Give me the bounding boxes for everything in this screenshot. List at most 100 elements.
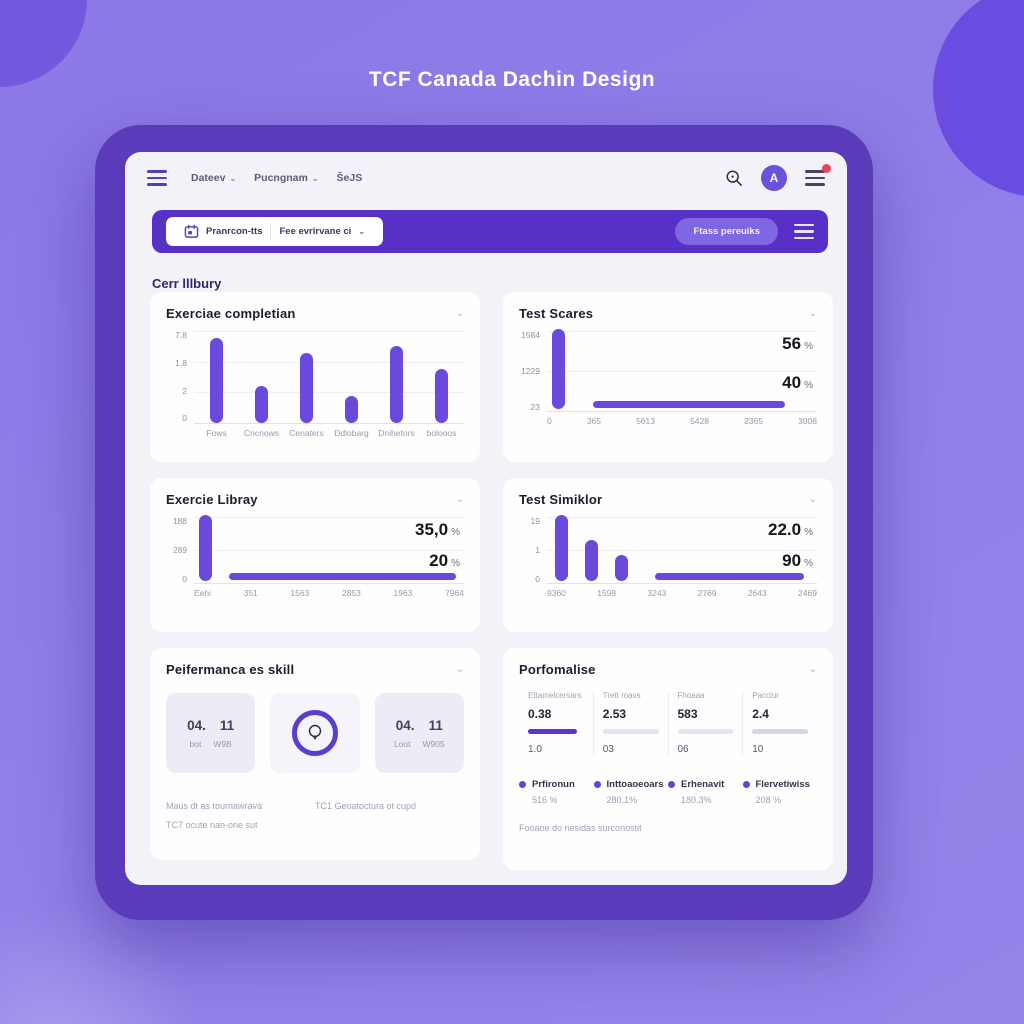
- gridline: [194, 392, 464, 394]
- primary-action-button[interactable]: Ftass pereuiks: [675, 218, 778, 245]
- callout-value: 56%: [782, 334, 813, 354]
- stat-value: 2.53: [602, 707, 627, 721]
- nav-label: ŠeJS: [336, 172, 363, 184]
- skill-value: 04.: [395, 717, 415, 733]
- x-tick-label: 2769: [697, 588, 717, 598]
- date-filter-label: Pranrcon-tts: [206, 226, 263, 237]
- stat-column: Ettamelcersars 0.38 1.0: [519, 691, 593, 755]
- x-tick-label: 7964: [445, 588, 464, 598]
- legend-label: Erhenavit: [681, 779, 725, 790]
- nav-item-dateev[interactable]: Dateev ⌄: [191, 172, 236, 184]
- x-tick-label: 9360: [547, 588, 566, 598]
- chart-bar: [555, 515, 569, 581]
- chevron-down-icon[interactable]: ⌄: [455, 308, 464, 319]
- legend-value: 516 %: [532, 795, 558, 805]
- axis-baseline: [194, 423, 464, 424]
- y-tick-label: 1.8: [175, 357, 187, 368]
- notification-dot: [822, 164, 831, 174]
- chart-bar: [435, 368, 448, 423]
- chevron-down-icon[interactable]: ⌄: [455, 664, 464, 675]
- skill-value: 11: [219, 717, 235, 733]
- stat-bottom-value: 03: [602, 744, 614, 755]
- legend-item: Flervetiwiss 208 %: [742, 779, 818, 805]
- dashboard-frame: Dateev ⌄ Pucngnam ⌄ ŠeJS A: [95, 125, 873, 920]
- callout-value: 20%: [429, 551, 460, 571]
- gridline: [547, 550, 817, 551]
- skill-card-icon[interactable]: [270, 693, 360, 773]
- section-title: Cerr lllbury: [152, 276, 222, 291]
- x-tick-label: 5428: [690, 416, 709, 426]
- menu-icon[interactable]: [147, 170, 167, 186]
- x-tick-label: 351: [243, 588, 258, 598]
- stat-label: Pacciur: [752, 691, 779, 700]
- chevron-down-icon[interactable]: ⌄: [808, 494, 817, 505]
- filter-toolbar: Pranrcon-tts Fee evrirvane ci ⌄ Ftass pe…: [152, 210, 828, 253]
- avatar[interactable]: A: [761, 165, 787, 191]
- chart-bar: [210, 338, 223, 423]
- y-axis: 1584 1229 23: [519, 331, 547, 411]
- plot-area: 56% 40%: [547, 329, 817, 412]
- x-tick-label: 0: [547, 416, 552, 426]
- callout-unit: %: [804, 379, 813, 391]
- y-tick-label: 0: [182, 573, 187, 584]
- stat-column: Trett roavs 2.53 03: [592, 691, 668, 755]
- x-tick-label: 3243: [647, 588, 667, 598]
- stat-value: 2.4: [752, 707, 769, 721]
- x-tick-label: 3008: [798, 416, 817, 426]
- nav-item-sejs[interactable]: ŠeJS: [337, 172, 363, 184]
- stat-value: 583: [677, 707, 698, 721]
- legend-item: Inttoaoeoars 280.1%: [593, 779, 669, 805]
- callout-value: 35,0%: [415, 519, 460, 539]
- x-tick-label: Eehi: [194, 588, 212, 598]
- nav-item-pucngnam[interactable]: Pucngnam ⌄: [254, 172, 318, 184]
- gridline: [194, 550, 464, 551]
- x-axis: 9360 1598 3243 2769 2643 2469: [547, 588, 817, 598]
- note-text: TC7 ocute nan-one sut: [166, 820, 258, 830]
- callout-value: 22.0%: [768, 519, 813, 539]
- topbar-actions: A: [725, 164, 831, 191]
- date-filter[interactable]: Pranrcon-tts: [176, 224, 270, 239]
- x-axis: Eehi 351 1563 2853 1963 7964: [194, 588, 464, 598]
- plot-area: [194, 331, 464, 424]
- chevron-down-icon[interactable]: ⌄: [808, 308, 817, 319]
- stat-bottom-value: 1.0: [528, 744, 542, 755]
- x-axis: 0 365 5613 5428 2365 3008: [547, 416, 817, 426]
- stat-progress-fill: [752, 729, 808, 734]
- x-tick-label: Fows: [206, 428, 227, 438]
- skill-label: Loot: [393, 738, 411, 749]
- y-tick-label: 7.8: [175, 330, 187, 340]
- panel-title: Test Simiklor: [519, 492, 603, 507]
- x-tick-label: 365: [586, 416, 601, 426]
- skill-card[interactable]: 04. 11 Loot W905: [374, 693, 464, 773]
- callout-unit: %: [804, 558, 813, 570]
- stat-label: Fhoaaa: [677, 691, 705, 700]
- stat-column: Fhoaaa 583 06: [667, 691, 743, 755]
- note-text: Maus dt as tournawrava: [166, 801, 263, 811]
- x-tick-label: bolooos: [426, 428, 457, 438]
- combo-chart: 19 1 0 22.0% 90% 9360 1598 3243 2769 2643 2469: [519, 515, 817, 598]
- filter-pill: Pranrcon-tts Fee evrirvane ci ⌄: [166, 217, 384, 246]
- skill-label: bot: [189, 738, 202, 749]
- chevron-down-icon[interactable]: ⌄: [455, 494, 464, 505]
- search-icon[interactable]: [725, 169, 743, 187]
- stat-progress-fill: [677, 729, 734, 734]
- toolbar-menu-icon[interactable]: [794, 223, 814, 240]
- panel-title: Exercie Libray: [166, 492, 258, 507]
- y-axis: 7.8 1.8 2 0: [166, 331, 194, 423]
- stat-progress-fill: [602, 729, 659, 734]
- overflow-menu[interactable]: [805, 164, 831, 186]
- y-tick-label: 0: [535, 573, 540, 584]
- skill-card[interactable]: 04. 11 bot W9B: [166, 693, 256, 773]
- category-filter[interactable]: Fee evrirvane ci ⌄: [271, 226, 373, 237]
- overflow-menu-icon: [805, 170, 825, 186]
- axis-baseline: [547, 411, 817, 412]
- horizontal-bar: [655, 573, 804, 580]
- x-tick-label: 1963: [393, 588, 413, 598]
- chevron-down-icon[interactable]: ⌄: [808, 664, 817, 675]
- chevron-down-icon: ⌄: [229, 173, 237, 183]
- panel-exercise-completion: Exerciae completian ⌄ 7.8 1.8 2 0 Fows Cncnow…: [150, 292, 480, 462]
- callout-value: 90%: [782, 551, 813, 571]
- legend-dot-icon: [519, 781, 526, 788]
- x-tick-label: 2643: [747, 588, 767, 598]
- legend-label: Flervetiwiss: [755, 779, 810, 790]
